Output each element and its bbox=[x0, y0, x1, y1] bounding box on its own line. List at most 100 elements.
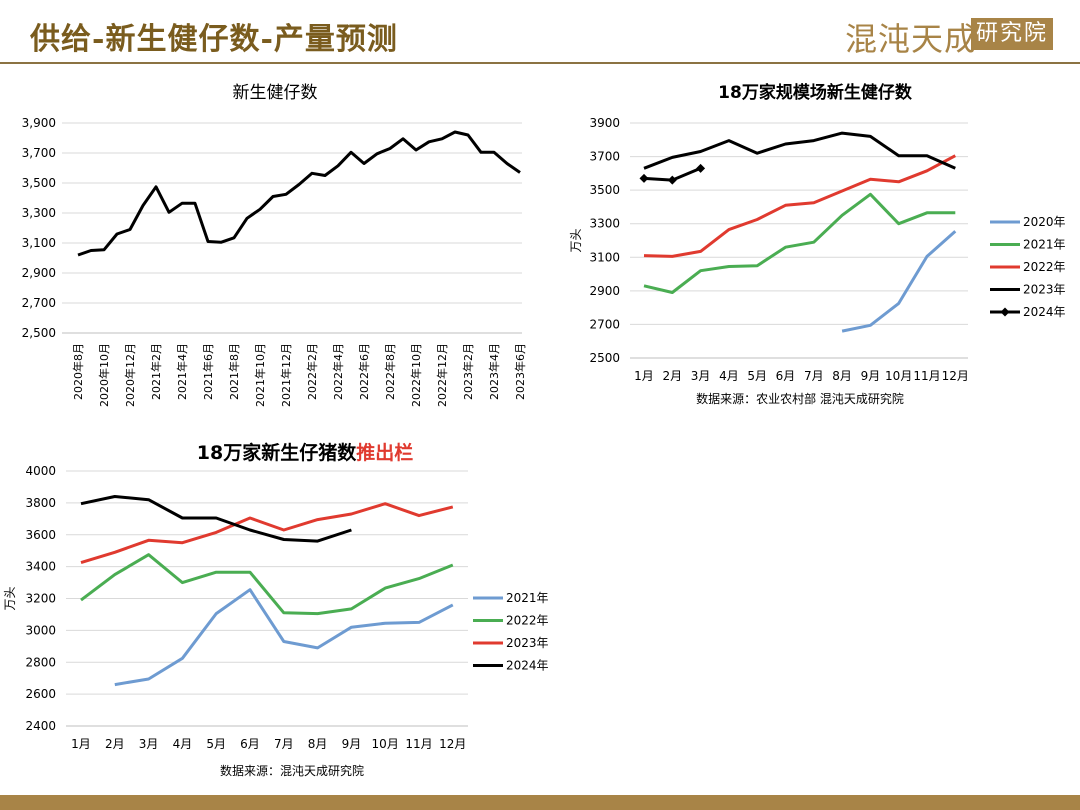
x-tick-label: 3月 bbox=[139, 737, 159, 751]
series-line bbox=[77, 130, 521, 257]
series-line-2021 bbox=[643, 192, 956, 294]
x-tick-label: 10月 bbox=[885, 369, 912, 383]
legend-label: 2020年 bbox=[1023, 215, 1066, 229]
header-divider bbox=[0, 62, 1080, 64]
y-tick-label: 3300 bbox=[589, 217, 620, 231]
y-axis-label: 万头 bbox=[569, 228, 583, 252]
legend-label: 2022年 bbox=[506, 614, 549, 628]
chart-title-main: 18万家新生仔猪数 bbox=[197, 441, 357, 464]
x-tick-label: 5月 bbox=[747, 369, 767, 383]
x-tick-label: 7月 bbox=[274, 737, 294, 751]
footer-bar bbox=[0, 795, 1080, 810]
series-line-2024 bbox=[80, 495, 352, 543]
legend-label: 2024年 bbox=[1023, 305, 1066, 319]
y-tick-label: 2500 bbox=[589, 351, 620, 365]
chart-title: 新生健仔数 bbox=[233, 83, 318, 103]
source-note: 数据来源：混沌天成研究院 bbox=[220, 763, 364, 778]
x-tick-label: 9月 bbox=[861, 369, 881, 383]
logo-box-text: 研究院 bbox=[971, 18, 1053, 50]
y-tick-label: 3400 bbox=[25, 560, 56, 574]
y-tick-label: 3000 bbox=[25, 623, 56, 637]
logo-script-text: 混沌天成 bbox=[845, 20, 978, 58]
data-point-marker bbox=[696, 163, 706, 173]
y-axis-label: 万头 bbox=[3, 586, 17, 610]
x-tick-label: 2021年12月 bbox=[279, 343, 293, 407]
y-tick-label: 3,100 bbox=[22, 236, 56, 250]
chart-title: 18万家新生仔猪数推出栏 bbox=[197, 441, 413, 464]
series-line-2022 bbox=[643, 154, 957, 258]
x-tick-label: 2021年8月 bbox=[227, 343, 241, 400]
series-line-2023 bbox=[643, 131, 956, 170]
y-tick-label: 2,500 bbox=[22, 326, 56, 340]
x-tick-label: 6月 bbox=[776, 369, 796, 383]
x-tick-label: 2023年6月 bbox=[513, 343, 527, 400]
x-tick-label: 2022年8月 bbox=[383, 343, 397, 400]
x-tick-label: 11月 bbox=[405, 737, 432, 751]
chart-newborn-piglets-projection: 18万家新生仔猪数推出栏 4000 3800 3600 3400 3200 3000 2800… bbox=[3, 441, 549, 778]
series-line-2021 bbox=[114, 588, 454, 687]
x-tick-label: 2月 bbox=[105, 737, 125, 751]
x-tick-label: 2023年4月 bbox=[487, 343, 501, 400]
y-tick-label: 3700 bbox=[589, 150, 620, 164]
legend-label: 2021年 bbox=[506, 591, 549, 605]
x-tick-label: 4月 bbox=[719, 369, 739, 383]
y-tick-label: 3,900 bbox=[22, 116, 56, 130]
x-tick-label: 1月 bbox=[71, 737, 91, 751]
legend-label: 2022年 bbox=[1023, 260, 1066, 274]
page-title: 供给-新生健仔数-产量预测 bbox=[30, 22, 398, 57]
x-tick-label: 3月 bbox=[691, 369, 711, 383]
legend-label: 2023年 bbox=[1023, 283, 1066, 297]
x-tick-label: 1月 bbox=[634, 369, 654, 383]
legend-label: 2021年 bbox=[1023, 238, 1066, 252]
y-tick-label: 3900 bbox=[589, 116, 620, 130]
y-tick-label: 2600 bbox=[25, 687, 56, 701]
legend-label: 2024年 bbox=[506, 659, 549, 673]
x-tick-label: 2022年6月 bbox=[357, 343, 371, 400]
x-tick-label: 4月 bbox=[173, 737, 193, 751]
y-tick-label: 2,700 bbox=[22, 296, 56, 310]
y-tick-label: 2900 bbox=[589, 284, 620, 298]
y-tick-label: 4000 bbox=[25, 464, 56, 478]
source-note: 数据来源：农业农村部 混沌天成研究院 bbox=[696, 391, 904, 406]
legend-label: 2023年 bbox=[506, 636, 549, 650]
x-tick-label: 2022年10月 bbox=[409, 343, 423, 407]
y-tick-label: 3600 bbox=[25, 528, 56, 542]
y-tick-label: 3,300 bbox=[22, 206, 56, 220]
x-tick-label: 5月 bbox=[206, 737, 226, 751]
x-tick-label: 2021年2月 bbox=[149, 343, 163, 400]
y-tick-label: 3100 bbox=[589, 250, 620, 264]
x-tick-label: 12月 bbox=[439, 737, 466, 751]
legend-marker bbox=[1000, 307, 1010, 317]
x-tick-label: 2021年10月 bbox=[253, 343, 267, 407]
x-tick-label: 2月 bbox=[662, 369, 682, 383]
x-tick-label: 2021年6月 bbox=[201, 343, 215, 400]
x-tick-label: 2020年12月 bbox=[123, 343, 137, 407]
x-tick-label: 11月 bbox=[913, 369, 940, 383]
x-tick-label: 9月 bbox=[342, 737, 362, 751]
x-tick-label: 2023年2月 bbox=[461, 343, 475, 400]
x-tick-label: 10月 bbox=[372, 737, 399, 751]
y-tick-label: 3200 bbox=[25, 592, 56, 606]
series-line-2020 bbox=[841, 230, 957, 333]
chart-large-farm-newborn-piglets: 18万家规模场新生健仔数 3900 3700 3500 3300 3100 2900 2700… bbox=[569, 82, 1066, 406]
x-tick-label: 2022年12月 bbox=[435, 343, 449, 407]
brand-logo: 混沌天成 研究院 bbox=[845, 12, 1055, 58]
y-tick-label: 2,900 bbox=[22, 266, 56, 280]
x-tick-label: 8月 bbox=[832, 369, 852, 383]
x-tick-label: 2020年8月 bbox=[71, 343, 85, 400]
series-line-2022 bbox=[80, 553, 454, 616]
x-tick-label: 12月 bbox=[942, 369, 969, 383]
x-tick-label: 2020年10月 bbox=[97, 343, 111, 407]
y-tick-label: 2800 bbox=[25, 655, 56, 669]
x-tick-label: 6月 bbox=[240, 737, 260, 751]
x-tick-label: 2022年4月 bbox=[331, 343, 345, 400]
y-tick-label: 3,700 bbox=[22, 146, 56, 160]
y-tick-label: 3800 bbox=[25, 496, 56, 510]
y-tick-label: 3500 bbox=[589, 183, 620, 197]
x-tick-label: 7月 bbox=[804, 369, 824, 383]
y-tick-label: 2400 bbox=[25, 719, 56, 733]
chart-title-highlight: 推出栏 bbox=[356, 441, 413, 464]
x-tick-label: 2022年2月 bbox=[305, 343, 319, 400]
data-point-marker bbox=[639, 173, 649, 183]
data-point-marker bbox=[667, 175, 677, 185]
